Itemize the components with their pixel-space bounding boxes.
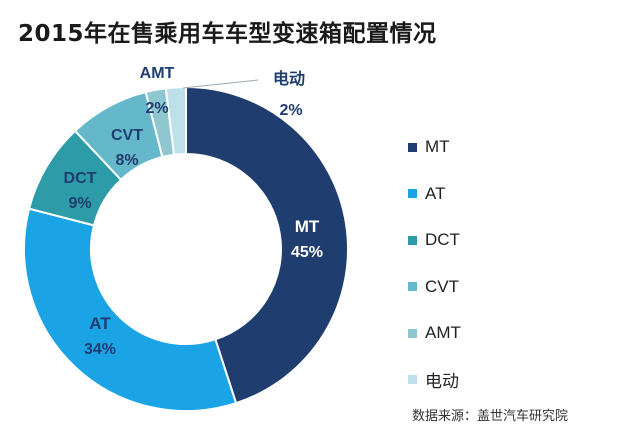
slice-name-label: MT [295, 217, 320, 236]
legend-label: AMT [425, 323, 461, 343]
slice-name-label: AMT [140, 65, 175, 82]
slice-name-label: 电动 [273, 69, 305, 88]
chart-title: 2015年在售乘用车车型变速箱配置情况 [18, 21, 437, 47]
slice-value-label: 2% [145, 100, 168, 117]
data-source: 数据来源：盖世汽车研究院 [412, 409, 569, 424]
legend-swatch [408, 142, 417, 152]
legend-swatch [408, 328, 417, 338]
slice-name-label: CVT [111, 127, 143, 144]
slice-value-label: 9% [68, 195, 91, 212]
legend-item: AT [408, 171, 461, 218]
legend-item: MT [408, 124, 461, 171]
legend: MT AT DCT CVT AMT 电动 [408, 124, 461, 403]
donut-slice-AT [23, 207, 238, 412]
legend-item: CVT [408, 264, 461, 311]
legend-label: 电动 [425, 372, 459, 392]
legend-label: CVT [425, 276, 459, 296]
leader-line-ev [182, 79, 259, 89]
legend-swatch [408, 282, 417, 292]
slice-value-label: 45% [291, 244, 323, 261]
slice-name-label: AT [89, 314, 111, 333]
legend-label: DCT [425, 230, 460, 250]
legend-swatch [408, 235, 417, 245]
legend-label: MT [425, 137, 450, 157]
slice-name-label: DCT [64, 170, 97, 187]
legend-swatch [408, 189, 417, 199]
slice-value-label: 2% [279, 102, 302, 119]
donut-slice-电动 [164, 85, 187, 156]
slice-value-label: 8% [115, 152, 138, 169]
legend-item: 电动 [408, 357, 461, 404]
legend-label: AT [425, 183, 446, 203]
legend-swatch [408, 375, 417, 385]
donut-slice-MT [185, 85, 349, 405]
slice-value-label: 34% [84, 341, 116, 358]
legend-item: DCT [408, 217, 461, 264]
legend-item: AMT [408, 310, 461, 357]
